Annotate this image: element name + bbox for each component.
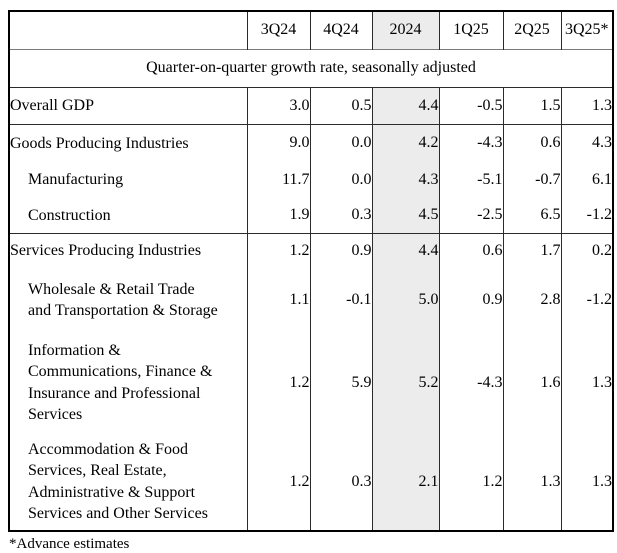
cell-3q24: 1.2 <box>246 332 310 433</box>
cell-3q25: 0.2 <box>560 232 613 268</box>
cell-2024: 2.1 <box>371 433 439 531</box>
column-header-2024: 2024 <box>371 11 439 49</box>
table-row-manufacturing: Manufacturing 11.7 0.0 4.3 -5.1 -0.7 6.1 <box>9 162 613 198</box>
table-row-overall-gdp: Overall GDP 3.0 0.5 4.4 -0.5 1.5 1.3 <box>9 87 613 124</box>
column-header-4q24: 4Q24 <box>309 11 372 49</box>
cell-2q25: -0.7 <box>502 162 561 198</box>
column-header-1q25: 1Q25 <box>438 11 503 49</box>
corner-cell <box>9 11 247 49</box>
header-row: 3Q24 4Q24 2024 1Q25 2Q25 3Q25* <box>9 11 613 49</box>
cell-4q24: -0.1 <box>309 268 372 332</box>
cell-3q24: 11.7 <box>246 162 310 198</box>
subheader-label: Quarter-on-quarter growth rate, seasonal… <box>9 48 613 88</box>
cell-2q25: 6.5 <box>502 198 561 233</box>
cell-3q24: 9.0 <box>246 123 310 162</box>
cell-4q24: 5.9 <box>309 332 372 433</box>
cell-1q25: -0.5 <box>438 87 503 124</box>
cell-1q25: -2.5 <box>438 198 503 233</box>
row-label: Manufacturing <box>28 171 124 189</box>
cell-2024: 5.0 <box>371 268 439 332</box>
cell-1q25: 0.6 <box>438 232 503 268</box>
cell-2024: 4.5 <box>371 198 439 233</box>
table-row-goods-producing-industries: Goods Producing Industries 9.0 0.0 4.2 -… <box>9 123 613 162</box>
table-row-services-producing-industries: Services Producing Industries 1.2 0.9 4.… <box>9 232 613 268</box>
cell-4q24: 0.3 <box>309 433 372 531</box>
table-row-information-communications-finance-insurance-professional-services: Information & Communications, Finance & … <box>9 332 613 433</box>
row-label: Services Producing Industries <box>9 232 247 268</box>
table-row-wholesale-retail-transportation-storage: Wholesale & Retail Trade and Transportat… <box>9 268 613 332</box>
cell-4q24: 0.5 <box>309 87 372 124</box>
row-label: Overall GDP <box>10 96 94 114</box>
gdp-growth-table-container: 3Q24 4Q24 2024 1Q25 2Q25 3Q25* Quarter-o… <box>8 10 614 553</box>
cell-1q25: 0.9 <box>438 268 503 332</box>
row-label: Goods Producing Industries <box>9 123 247 162</box>
cell-1q25: -4.3 <box>438 332 503 433</box>
gdp-growth-table: 3Q24 4Q24 2024 1Q25 2Q25 3Q25* Quarter-o… <box>8 10 614 532</box>
cell-2024: 4.3 <box>371 162 439 198</box>
row-label: Accommodation & Food Services, Real Esta… <box>28 441 208 522</box>
cell-4q24: 0.0 <box>309 162 372 198</box>
column-header-3q25-advance: 3Q25* <box>560 11 613 49</box>
row-label: Information & Communications, Finance & … <box>28 342 213 423</box>
advance-estimates-footnote: *Advance estimates <box>9 536 130 552</box>
row-label: Construction <box>28 206 111 224</box>
cell-2024: 4.4 <box>371 232 439 268</box>
cell-3q25: -1.2 <box>560 198 613 233</box>
cell-3q25: 1.3 <box>560 87 613 124</box>
cell-3q24: 3.0 <box>246 87 310 124</box>
row-label: Wholesale & Retail Trade and Transportat… <box>28 280 218 319</box>
cell-4q24: 0.9 <box>309 232 372 268</box>
cell-4q24: 0.0 <box>309 123 372 162</box>
cell-3q25: 1.3 <box>560 332 613 433</box>
column-header-3q24: 3Q24 <box>246 11 310 49</box>
cell-3q24: 1.1 <box>246 268 310 332</box>
table-row-accommodation-food-real-estate-admin-support-other-services: Accommodation & Food Services, Real Esta… <box>9 433 613 531</box>
cell-1q25: -5.1 <box>438 162 503 198</box>
subheader-row: Quarter-on-quarter growth rate, seasonal… <box>9 48 613 88</box>
cell-2q25: 2.8 <box>502 268 561 332</box>
cell-1q25: -4.3 <box>438 123 503 162</box>
cell-3q24: 1.2 <box>246 433 310 531</box>
cell-1q25: 1.2 <box>438 433 503 531</box>
column-header-2q25: 2Q25 <box>502 11 561 49</box>
table-row-construction: Construction 1.9 0.3 4.5 -2.5 6.5 -1.2 <box>9 198 613 233</box>
cell-2024: 4.4 <box>371 87 439 124</box>
cell-3q24: 1.9 <box>246 198 310 233</box>
cell-2024: 5.2 <box>371 332 439 433</box>
cell-4q24: 0.3 <box>309 198 372 233</box>
cell-2q25: 1.5 <box>502 87 561 124</box>
cell-2q25: 1.3 <box>502 433 561 531</box>
cell-3q25: 6.1 <box>560 162 613 198</box>
cell-3q25: -1.2 <box>560 268 613 332</box>
cell-3q25: 4.3 <box>560 123 613 162</box>
cell-3q24: 1.2 <box>246 232 310 268</box>
cell-2q25: 1.7 <box>502 232 561 268</box>
cell-2024: 4.2 <box>371 123 439 162</box>
cell-2q25: 0.6 <box>502 123 561 162</box>
cell-2q25: 1.6 <box>502 332 561 433</box>
cell-3q25: 1.3 <box>560 433 613 531</box>
